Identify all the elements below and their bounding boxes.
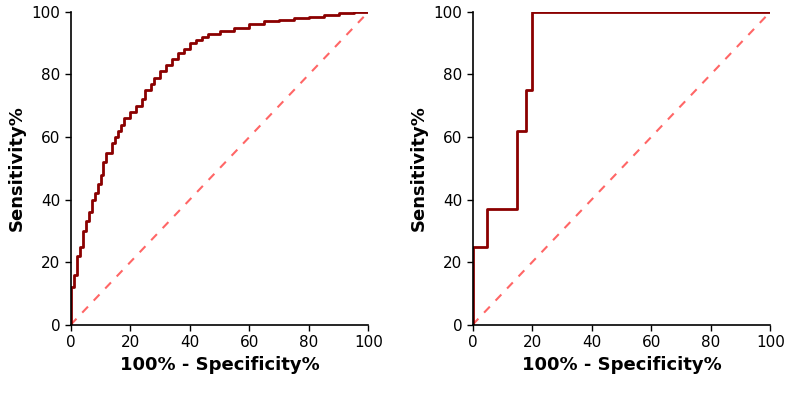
X-axis label: 100% - Specificity%: 100% - Specificity% [522, 356, 722, 374]
X-axis label: 100% - Specificity%: 100% - Specificity% [119, 356, 319, 374]
Y-axis label: Sensitivity%: Sensitivity% [410, 105, 428, 231]
Y-axis label: Sensitivity%: Sensitivity% [8, 105, 26, 231]
